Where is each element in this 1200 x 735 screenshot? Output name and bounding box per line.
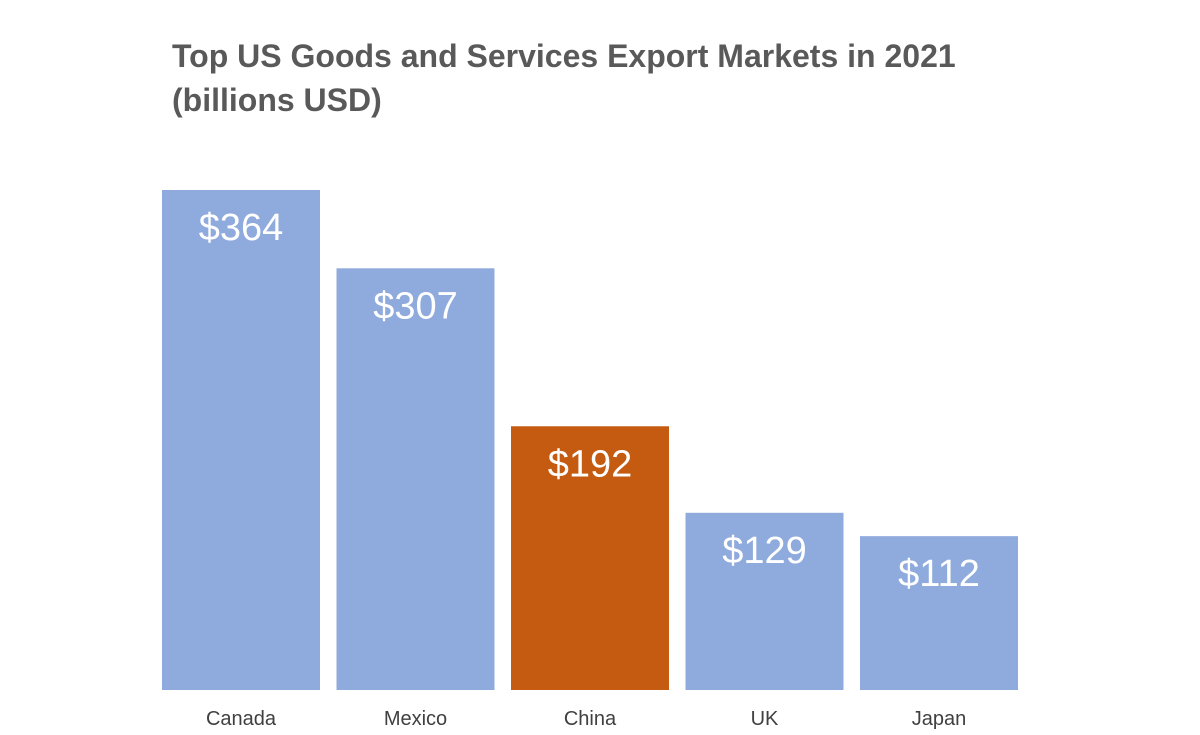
- data-label-uk: $129: [722, 530, 807, 572]
- data-labels-group: $364 $307 $192 $129 $112: [199, 207, 980, 595]
- data-label-japan: $112: [898, 553, 980, 595]
- bar-mexico: [336, 268, 495, 690]
- bar-china: [511, 426, 669, 690]
- bar-canada: [162, 190, 320, 690]
- chart-title-main: Top US Goods and Services Export Markets…: [172, 38, 956, 74]
- data-label-canada: $364: [199, 207, 284, 249]
- chart-title: Top US Goods and Services Export Markets…: [172, 34, 1152, 122]
- category-label-japan: Japan: [912, 708, 967, 730]
- category-label-uk: UK: [751, 708, 779, 730]
- data-label-china: $192: [548, 443, 633, 485]
- bars-group: [162, 190, 1018, 690]
- category-label-canada: Canada: [206, 708, 277, 730]
- category-label-mexico: Mexico: [384, 708, 447, 730]
- category-label-china: China: [564, 708, 617, 730]
- data-label-mexico: $307: [373, 285, 458, 327]
- bar-japan: [860, 536, 1018, 690]
- bar-uk: [685, 512, 844, 690]
- chart-subtitle: (billions USD): [172, 82, 382, 118]
- category-labels-group: Canada Mexico China UK Japan: [206, 708, 966, 730]
